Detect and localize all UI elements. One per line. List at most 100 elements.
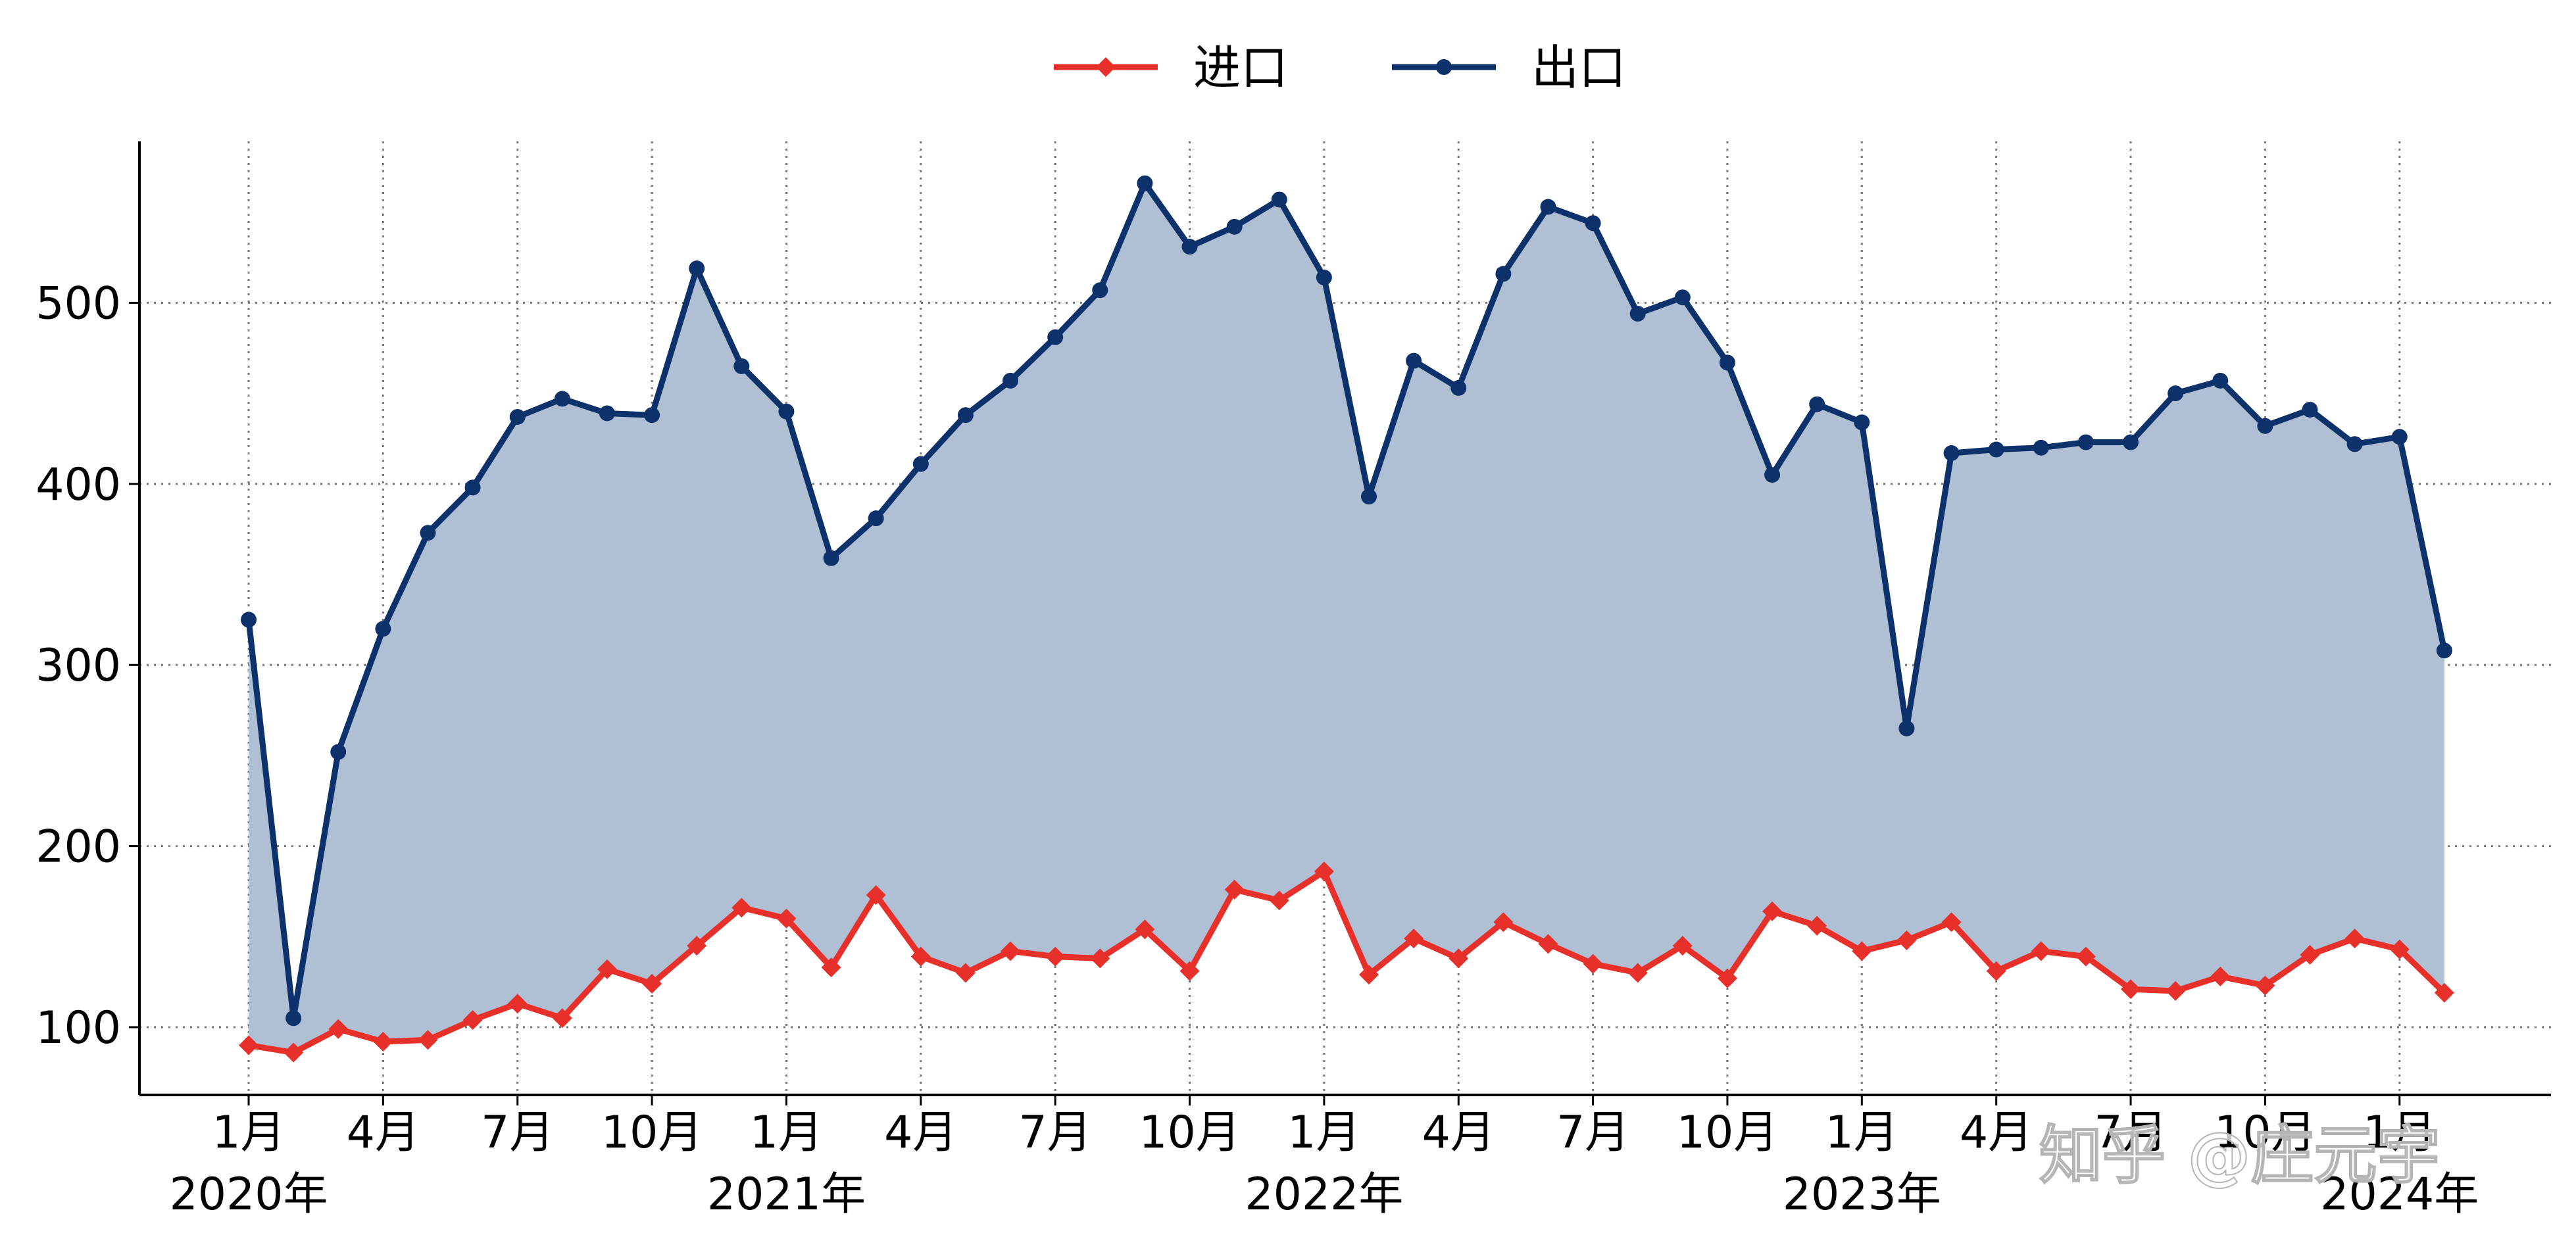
legend[interactable]: 进口 出口 xyxy=(1054,40,1626,95)
export-series-point xyxy=(1629,306,1646,322)
import-series-point xyxy=(1852,941,1872,961)
import-series-point xyxy=(687,936,707,956)
export-series-point xyxy=(1092,282,1108,299)
export-series-point xyxy=(1450,379,1467,396)
export-series-point xyxy=(1674,289,1691,306)
export-series-point xyxy=(1540,199,1556,215)
x-tick-label: 1月 xyxy=(1825,1107,1898,1159)
import-series-point xyxy=(597,959,617,979)
import-series-point xyxy=(418,1030,438,1050)
export-series-point xyxy=(420,525,436,541)
x-tick-label: 4月 xyxy=(1422,1107,1495,1159)
import-series-point xyxy=(1762,901,1783,921)
export-series-point xyxy=(2346,436,2363,452)
import-series-point xyxy=(462,1009,483,1030)
import-series-point xyxy=(1941,912,1962,933)
export-series-point xyxy=(241,612,257,628)
import-series-point xyxy=(1045,946,1066,967)
export-series-point xyxy=(912,456,929,472)
import-series-point xyxy=(2031,941,2051,961)
x-tick-label: 7月 xyxy=(1556,1107,1629,1159)
import-series-point xyxy=(1807,915,1827,936)
export-series-point xyxy=(1898,720,1915,737)
x-year-label: 2024年 xyxy=(2320,1169,2479,1221)
import-series-point xyxy=(239,1035,259,1055)
export-series-point xyxy=(2123,434,2139,450)
import-series-point xyxy=(2300,944,2320,965)
import-series-point xyxy=(2210,966,2231,986)
import-series-point xyxy=(731,898,752,918)
export-series-point xyxy=(554,391,570,407)
y-tick-label: 500 xyxy=(36,278,121,329)
watermark: 知乎 @庄元宇 xyxy=(2039,1119,2440,1192)
x-tick-label: 10月 xyxy=(1677,1107,1779,1159)
export-series-point xyxy=(1585,215,1601,231)
import-series-point xyxy=(1179,961,1200,981)
export-series-point xyxy=(733,358,750,374)
export-series-point xyxy=(1809,396,1825,412)
area-between-series xyxy=(249,183,2444,1053)
export-series-point xyxy=(330,744,347,760)
import-series-point xyxy=(1404,929,1424,949)
import-series-point xyxy=(1538,934,1558,954)
tick-labels: 100 200 300 400 500 1月 4月 7月 10月 1月 4月 7月 10月 1月 4月 7月 1… xyxy=(36,278,2479,1221)
x-tick-label: 10月 xyxy=(2214,1107,2316,1159)
import-series-point xyxy=(2255,975,2275,996)
import-series-point xyxy=(1493,912,1514,933)
export-series-point xyxy=(1271,191,1287,208)
export-series-point xyxy=(1137,175,1153,191)
x-tick-label: 4月 xyxy=(1960,1107,2033,1159)
import-series-point xyxy=(2434,982,2454,1003)
export-series-point xyxy=(2436,642,2452,659)
x-tick-label: 4月 xyxy=(884,1107,957,1159)
export-series-point xyxy=(2033,439,2049,456)
export-series-point xyxy=(778,403,795,420)
x-tick-label: 10月 xyxy=(1139,1107,1241,1159)
y-tick-label: 400 xyxy=(36,459,121,511)
import-series-point xyxy=(1672,936,1693,956)
import-series-point xyxy=(866,884,886,905)
legend-item-export-label: 出口 xyxy=(1531,40,1626,95)
export-series-point xyxy=(1854,414,1870,431)
export-series-point xyxy=(1764,467,1781,483)
import-series-point xyxy=(910,946,931,967)
export-series-point xyxy=(1003,372,1019,389)
import-series-point xyxy=(2389,939,2410,959)
export-series-point xyxy=(1226,218,1243,235)
area-fill-layer xyxy=(249,183,2444,1053)
import-series-point xyxy=(2344,929,2365,949)
export-series-point xyxy=(509,408,526,425)
import-series-point xyxy=(2166,981,2186,1001)
import-series-point xyxy=(1627,963,1648,983)
import-series-point xyxy=(552,1008,572,1029)
import-series-point xyxy=(328,1019,349,1039)
import-series-point xyxy=(2121,979,2141,1000)
x-tick-label: 1月 xyxy=(2363,1107,2436,1159)
export-series-point xyxy=(644,407,660,424)
import-series-point xyxy=(1269,890,1289,911)
import-series-point xyxy=(955,963,976,983)
import-series-point xyxy=(1583,954,1603,974)
export-series-point xyxy=(1719,354,1735,371)
export-series-point xyxy=(1988,441,2004,458)
export-series-point xyxy=(375,621,391,637)
export-series-point xyxy=(1047,329,1064,345)
x-tick-label: 1月 xyxy=(1287,1107,1360,1159)
import-series-point xyxy=(1359,965,1379,985)
x-tick-label: 1月 xyxy=(212,1107,285,1159)
import-series-point xyxy=(1896,930,1917,950)
y-tick-label: 300 xyxy=(36,640,121,692)
export-series-point xyxy=(285,1010,302,1027)
import-series-point xyxy=(821,957,841,978)
y-tick-label: 200 xyxy=(36,821,121,873)
export-series-point xyxy=(1316,269,1332,285)
series-layer xyxy=(239,175,2454,1063)
import-series-point xyxy=(507,994,528,1014)
legend-item-import-label: 进口 xyxy=(1193,40,1288,95)
legend-item-export-marker xyxy=(1436,59,1452,75)
import-series-point xyxy=(1001,941,1021,961)
export-series-point xyxy=(823,550,839,566)
x-tick-label: 7月 xyxy=(481,1107,554,1159)
export-series-point xyxy=(2391,429,2408,445)
